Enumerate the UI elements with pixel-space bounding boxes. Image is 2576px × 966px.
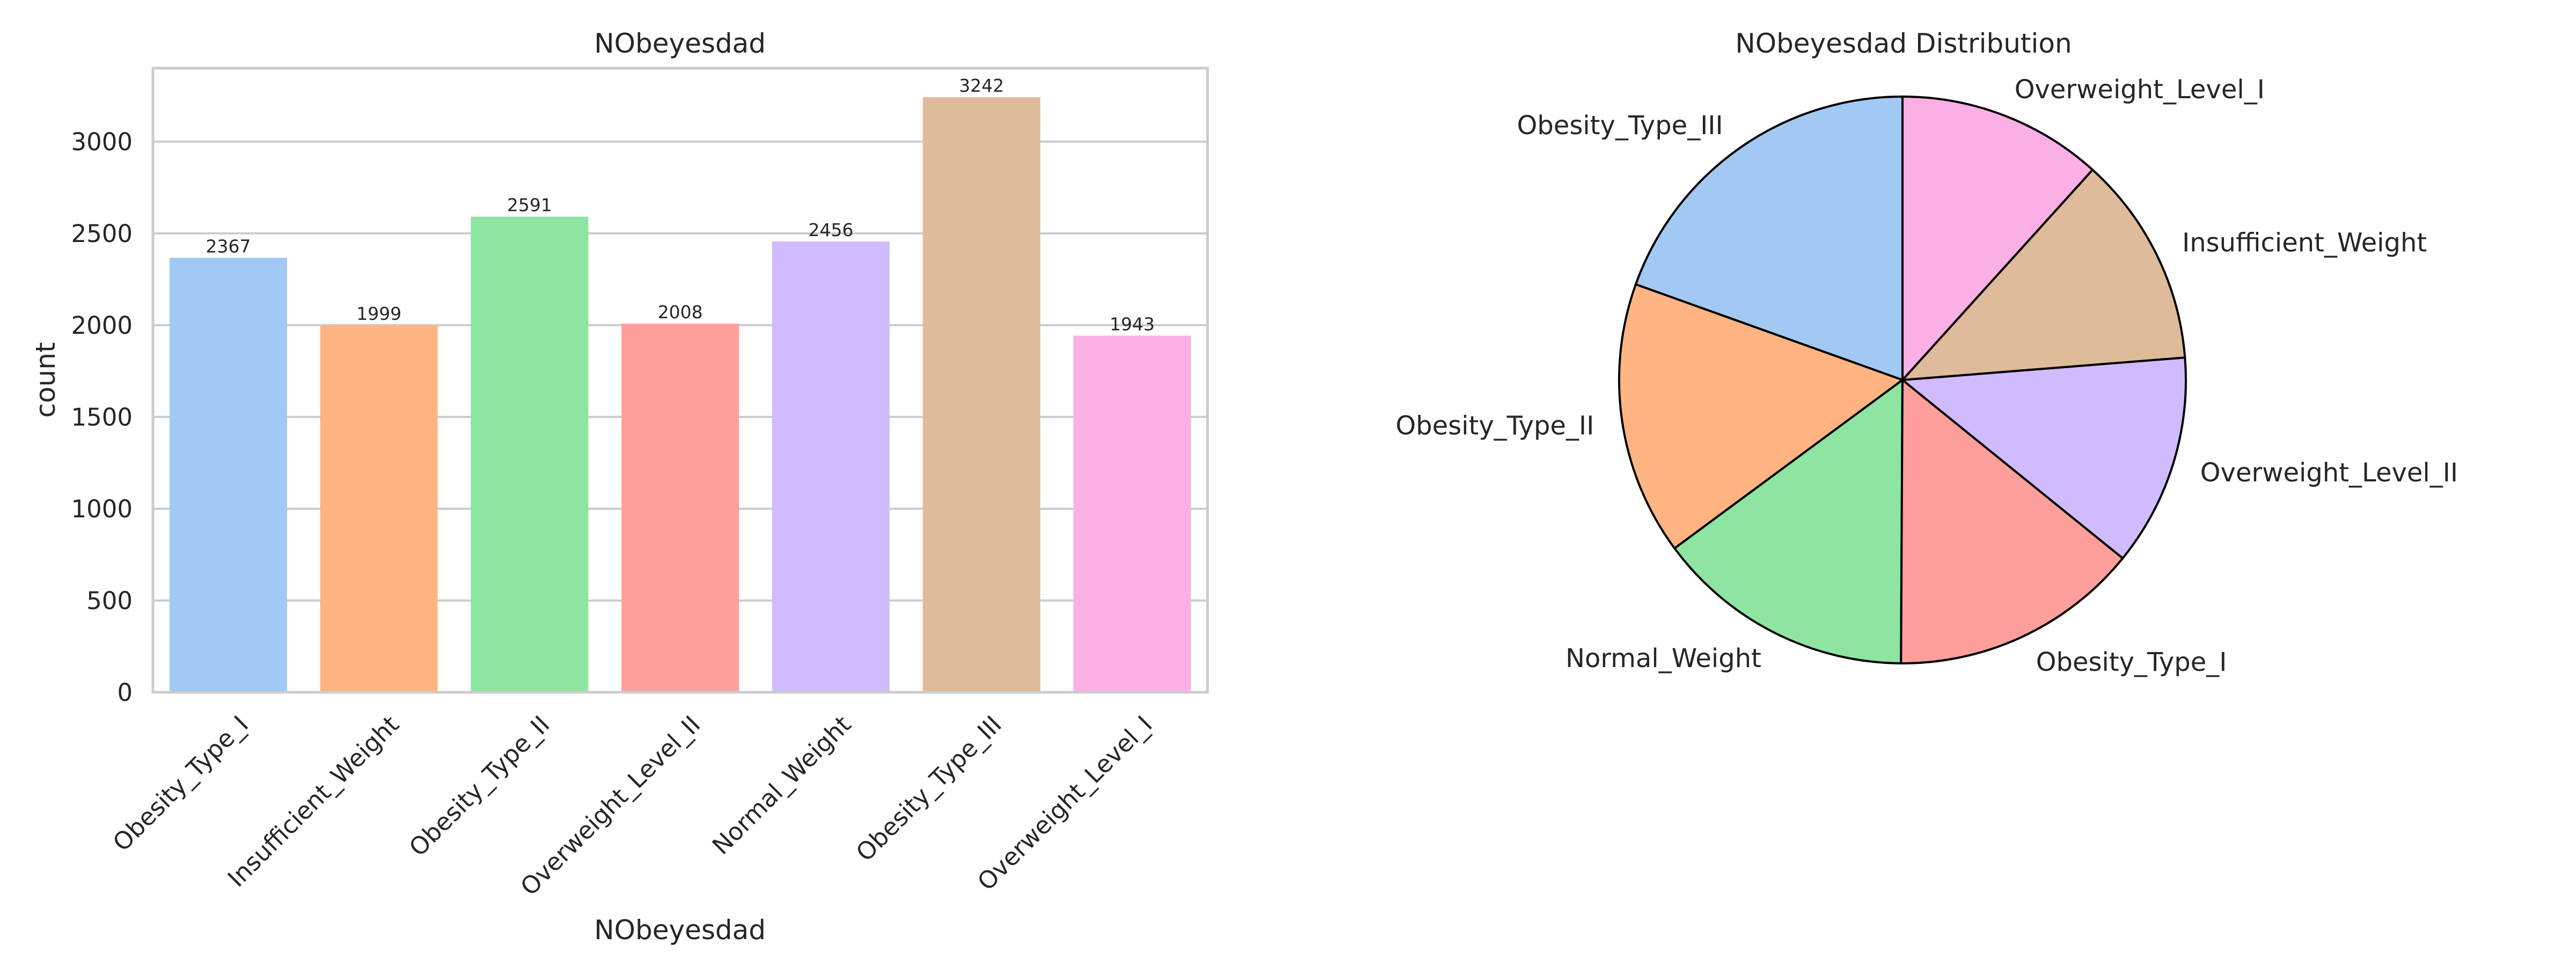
bar-y-tick-label: 1500 <box>71 403 133 431</box>
bar-overweight-level-i <box>1073 335 1191 692</box>
bar-obesity-type-i <box>169 258 287 692</box>
bar-data-label: 3242 <box>959 75 1004 96</box>
bar-y-axis-label: count <box>30 342 61 418</box>
bar-y-tick-label: 3000 <box>71 128 133 156</box>
pie-slice-label: Obesity_Type_II <box>1395 411 1594 441</box>
bar-y-tick-label: 0 <box>117 678 133 707</box>
pie-slice-labels: Obesity_Type_III Obesity_Type_II Normal_We… <box>1395 75 2458 677</box>
pie-slice-obesity-type-i <box>1900 377 2125 664</box>
bar-data-label: 2456 <box>808 219 853 240</box>
bar-data-label: 1943 <box>1110 313 1155 334</box>
bar-data-labels: 2367 1999 2591 2008 2456 3242 1943 <box>206 75 1154 334</box>
bar-x-tick-label: Obesity_Type_II <box>404 710 555 862</box>
bar-plot-frame <box>151 67 1209 694</box>
pie-slice-label: Overweight_Level_II <box>2200 458 2458 488</box>
bar-y-tick-label: 2500 <box>71 219 133 248</box>
bar-y-tick-labels: 0 500 1000 1500 2000 2500 3000 <box>71 128 133 707</box>
pie-slice-label: Normal_Weight <box>1565 643 1761 674</box>
pie-slice-label: Obesity_Type_III <box>1517 111 1723 141</box>
pie-slice-obesity-type-iii <box>1634 95 1904 382</box>
bar-x-tick-label: Overweight_Level_I <box>972 710 1158 896</box>
pie-slice-insufficient-weight <box>1900 168 2186 382</box>
bar-x-tick-label: Insufficient_Weight <box>222 710 405 892</box>
bar-normal-weight <box>772 241 890 692</box>
bar-data-label: 1999 <box>356 303 401 324</box>
pie-slice-overweight-level-ii <box>1899 356 2187 560</box>
bar-x-axis-label: NObeyesdad <box>594 914 766 946</box>
bar-y-tick-label: 500 <box>86 587 133 615</box>
bar-obesity-type-iii <box>923 97 1041 692</box>
pie-slice-label: Insufficient_Weight <box>2182 228 2427 258</box>
bar-x-tick-labels: Obesity_Type_IInsufficient_WeightObesity… <box>107 710 1158 901</box>
pie-slice-normal-weight <box>1673 378 1904 665</box>
pie-slices <box>1618 95 2187 665</box>
bar-chart: NObeyesdad 0 500 1000 1500 2000 2500 3000 Obes… <box>30 28 1209 946</box>
bar-insufficient-weight <box>320 325 438 692</box>
pie-slice-label: Overweight_Level_I <box>2015 75 2265 105</box>
pie-slice-label: Obesity_Type_I <box>2036 647 2227 677</box>
pie-chart-title: NObeyesdad Distribution <box>1735 28 2072 59</box>
pie-chart: NObeyesdad Distribution Obesity_Type_III… <box>1395 28 2458 677</box>
bar-data-label: 2367 <box>206 236 251 257</box>
bar-overweight-level-ii <box>621 324 739 692</box>
bar-chart-title: NObeyesdad <box>594 28 766 59</box>
bar-y-tick-label: 2000 <box>71 311 133 340</box>
bar-obesity-type-ii <box>471 216 589 692</box>
bar-data-label: 2008 <box>658 302 703 323</box>
bar-x-tick-label: Normal_Weight <box>707 710 857 860</box>
bar-x-tick-label: Obesity_Type_I <box>107 710 254 857</box>
bar-x-tick-label: Obesity_Type_III <box>851 710 1007 867</box>
bar-y-tick-label: 1000 <box>71 495 133 523</box>
pie-slice-overweight-level-i <box>1901 95 2094 383</box>
bar-series <box>169 97 1191 692</box>
bar-data-label: 2591 <box>507 195 552 216</box>
pie-slice-obesity-type-ii <box>1618 283 1905 550</box>
